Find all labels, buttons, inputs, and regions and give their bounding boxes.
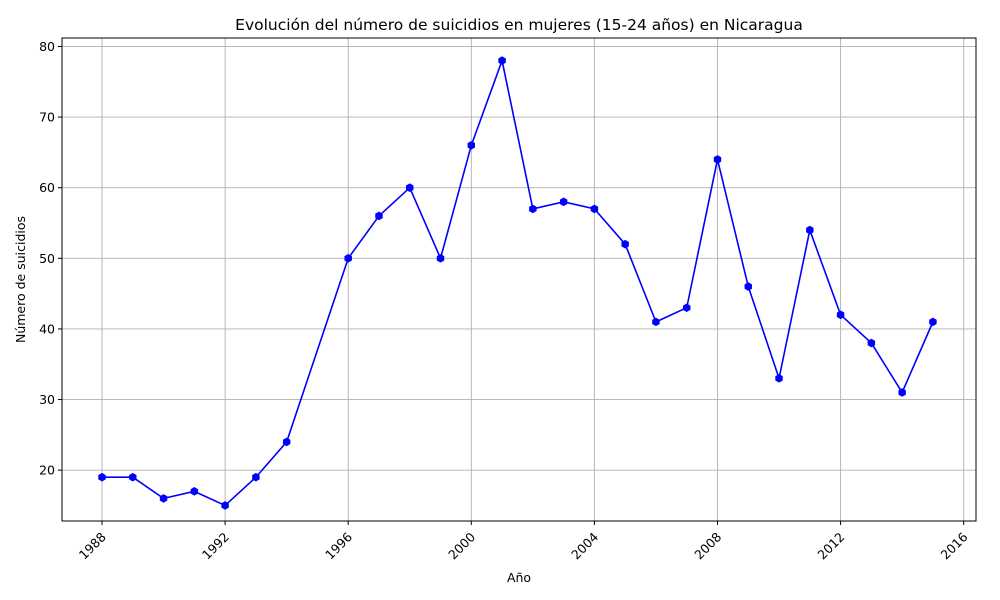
data-point: [344, 254, 352, 263]
data-point: [836, 310, 845, 320]
x-tick-label: 2004: [568, 529, 601, 562]
data-point: [221, 501, 229, 510]
data-point: [713, 155, 722, 164]
data-point: [252, 472, 260, 482]
data-point: [190, 487, 199, 496]
data-point: [775, 374, 783, 383]
data-point: [744, 282, 752, 291]
data-point: [98, 472, 106, 482]
data-point: [590, 204, 599, 214]
data-point: [898, 388, 906, 397]
x-tick-label: 2008: [691, 529, 724, 562]
y-tick-label: 40: [39, 321, 55, 336]
x-tick-label: 2000: [445, 529, 478, 562]
x-axis-label: Año: [507, 570, 531, 585]
y-tick-label: 30: [39, 392, 55, 407]
data-point: [282, 437, 291, 447]
y-tick-label: 50: [39, 251, 55, 266]
data-point: [683, 303, 691, 313]
x-tick-label: 2016: [937, 529, 970, 562]
series: [98, 56, 937, 510]
data-point: [652, 317, 660, 327]
y-tick-label: 60: [39, 180, 55, 195]
grid: [62, 38, 976, 521]
y-tick-label: 80: [39, 39, 55, 54]
y-axis-label: Número de suicidios: [13, 216, 28, 343]
x-tick-label: 1992: [199, 529, 232, 562]
data-point: [498, 56, 506, 65]
y-tick-label: 20: [39, 463, 55, 478]
data-point: [159, 494, 168, 503]
y-tick-label: 70: [39, 110, 55, 125]
chart-title: Evolución del número de suicidios en muj…: [235, 16, 803, 34]
data-point: [467, 141, 476, 150]
data-point: [375, 211, 383, 221]
data-point: [559, 197, 568, 207]
x-tick-label: 2012: [814, 529, 847, 562]
x-tick-label: 1996: [322, 529, 355, 562]
data-point: [406, 183, 414, 192]
data-point: [867, 338, 876, 348]
plot-frame: [61, 37, 977, 522]
data-point: [436, 254, 445, 263]
series-line: [102, 57, 934, 507]
data-point: [129, 472, 137, 482]
data-point: [806, 225, 814, 235]
data-point: [929, 317, 937, 327]
data-point: [621, 239, 629, 249]
x-tick-label: 1988: [76, 529, 109, 562]
data-point: [529, 204, 537, 214]
